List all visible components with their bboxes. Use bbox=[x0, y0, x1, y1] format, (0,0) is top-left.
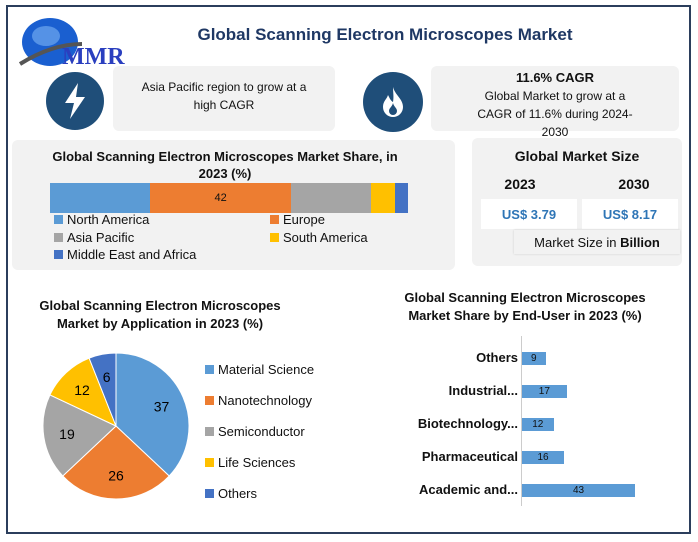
market-size-title: Global Market Size bbox=[514, 148, 640, 164]
legend-swatch bbox=[205, 395, 214, 405]
category-label: Academic and... bbox=[419, 482, 518, 497]
legend-swatch bbox=[205, 426, 214, 436]
legend-item: Nanotechnology bbox=[205, 391, 335, 409]
svg-text:MMR: MMR bbox=[62, 44, 125, 69]
bar-industrial-: 17 bbox=[522, 385, 567, 398]
end-user-chart-title: Global Scanning Electron Microscopes Mar… bbox=[404, 290, 646, 323]
segment-middle-east-and-africa bbox=[394, 183, 408, 213]
flame-icon bbox=[363, 72, 423, 132]
legend-label: Nanotechnology bbox=[218, 392, 312, 408]
cagr-text: Global Market to grow at a CAGR of 11.6%… bbox=[477, 89, 633, 139]
legend-item: Semiconductor bbox=[205, 422, 335, 440]
value-2023: US$ 3.79 bbox=[481, 199, 577, 229]
bar-pharmaceutical: 16 bbox=[522, 451, 565, 464]
segment-europe: 42 bbox=[150, 183, 291, 213]
bar-academic-and-: 43 bbox=[522, 484, 636, 497]
legend-mea: Middle East and Africa bbox=[54, 247, 196, 262]
frame bbox=[6, 330, 691, 534]
pie-slice-others bbox=[88, 352, 117, 427]
legend-europe: Europe bbox=[270, 212, 325, 227]
legend-north-america: North America bbox=[54, 212, 149, 227]
lightning-icon bbox=[46, 72, 104, 130]
legend-swatch bbox=[205, 488, 214, 498]
bar-biotechnology-: 12 bbox=[522, 418, 554, 431]
highlight-cagr: 11.6% CAGR Global Market to grow at a CA… bbox=[431, 66, 679, 139]
legend-label: Life Sciences bbox=[218, 454, 296, 470]
unit-bold: Billion bbox=[620, 234, 660, 250]
year-2023: 2023 bbox=[504, 176, 536, 192]
legend-label: South America bbox=[283, 230, 368, 245]
end-user-bar-chart: Others 9 Industrial... 17 Biotechnology... 12… bbox=[380, 340, 680, 510]
highlight-asia-pacific: Asia Pacific region to grow at a high CA… bbox=[113, 66, 335, 131]
category-label: Industrial... bbox=[448, 383, 518, 398]
legend-swatch bbox=[54, 250, 63, 259]
pie-slice-semiconductor bbox=[42, 394, 117, 477]
legend-item: Others bbox=[205, 484, 335, 502]
category-label: Biotechnology... bbox=[417, 416, 518, 431]
legend-label: Asia Pacific bbox=[67, 230, 135, 245]
legend-label: North America bbox=[67, 212, 150, 227]
regional-chart-title: Global Scanning Electron Microscopes Mar… bbox=[52, 149, 398, 181]
pie-slice-nanotechnology bbox=[62, 425, 170, 500]
pie-data-label: 19 bbox=[59, 426, 75, 442]
legend-asia-pacific: Asia Pacific bbox=[54, 230, 134, 245]
application-chart-title: Global Scanning Electron Microscopes Mar… bbox=[39, 298, 281, 331]
legend-swatch bbox=[270, 215, 279, 224]
pie-slice-material-science bbox=[115, 352, 190, 477]
category-label: Others bbox=[476, 350, 518, 365]
legend-label: Middle East and Africa bbox=[67, 247, 197, 262]
page-title: Global Scanning Electron Microscopes Mar… bbox=[197, 25, 573, 44]
pie-data-label: 26 bbox=[108, 468, 124, 484]
value-2030: US$ 8.17 bbox=[582, 199, 678, 229]
pie-data-label: 12 bbox=[74, 382, 90, 398]
segment-north-america bbox=[50, 183, 151, 213]
unit-prefix: Market Size in bbox=[534, 234, 621, 250]
application-legend: Material Science Nanotechnology Semiconduc… bbox=[205, 360, 335, 515]
segment-south-america bbox=[371, 183, 395, 213]
frame bbox=[6, 5, 691, 343]
year-2030: 2030 bbox=[618, 176, 650, 192]
legend-label: Material Science bbox=[218, 361, 315, 377]
legend-south-america: South America bbox=[270, 230, 368, 245]
category-label: Pharmaceutical bbox=[421, 449, 518, 464]
segment-asia-pacific bbox=[290, 183, 372, 213]
cagr-heading: 11.6% CAGR bbox=[515, 70, 595, 85]
legend-swatch bbox=[205, 364, 214, 374]
stacked-bar: 42 bbox=[50, 183, 408, 213]
market-size-unit: Market Size in Billion bbox=[514, 230, 680, 254]
legend-swatch bbox=[54, 215, 63, 224]
legend-label: Others bbox=[218, 485, 258, 501]
pie-data-label: 6 bbox=[103, 369, 111, 385]
application-pie-chart: 37 26 19 12 6 bbox=[42, 352, 190, 500]
y-axis bbox=[521, 336, 522, 506]
legend-swatch bbox=[205, 457, 214, 467]
mmr-logo: MMR bbox=[12, 14, 142, 70]
bar-others: 9 bbox=[522, 352, 546, 365]
regional-legend: North America Europe Asia Pacific South … bbox=[54, 212, 404, 264]
pie-data-label: 37 bbox=[154, 398, 170, 414]
legend-swatch bbox=[54, 233, 63, 242]
legend-label: Semiconductor bbox=[218, 423, 305, 439]
legend-swatch bbox=[270, 233, 279, 242]
legend-item: Material Science bbox=[205, 360, 335, 378]
legend-item: Life Sciences bbox=[205, 453, 335, 471]
legend-label: Europe bbox=[283, 212, 325, 227]
